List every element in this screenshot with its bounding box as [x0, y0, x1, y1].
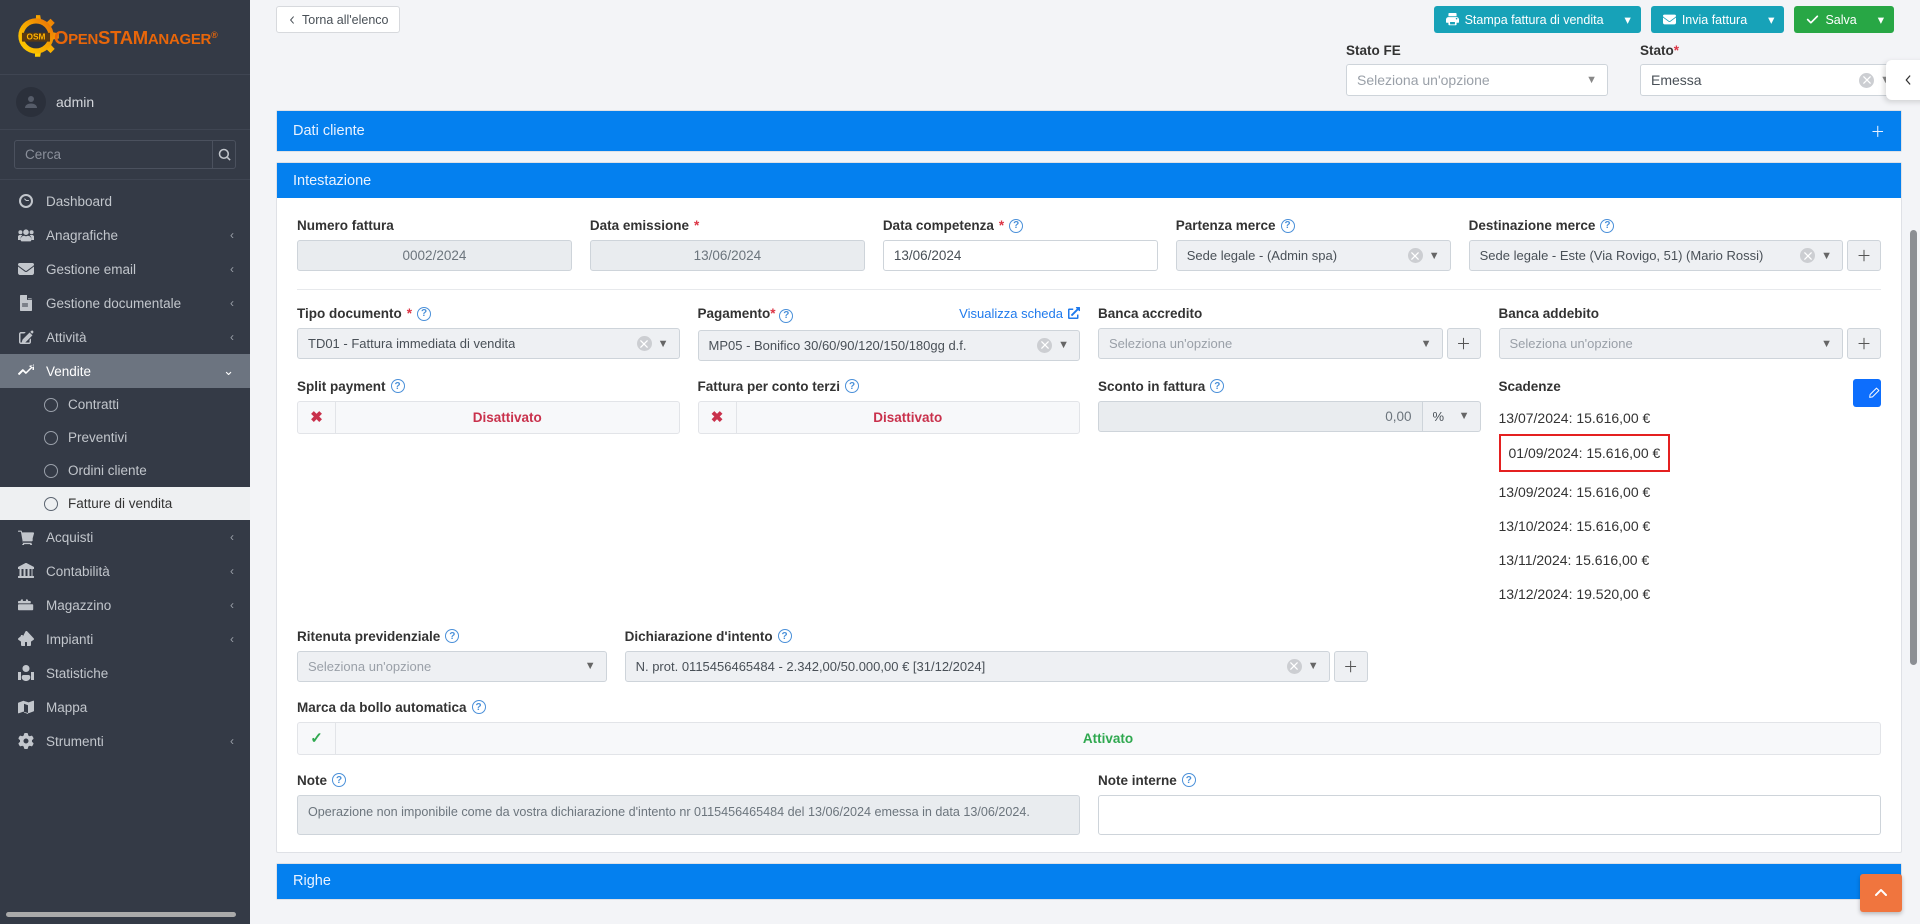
svg-text:OSM: OSM: [27, 32, 46, 42]
